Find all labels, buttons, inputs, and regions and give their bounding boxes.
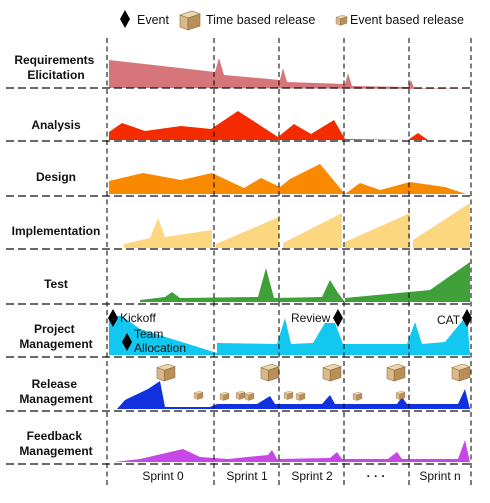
grid-lines [6, 38, 472, 485]
row-label-design: Design [36, 170, 76, 184]
time-release-crate [451, 363, 471, 382]
event-release-crate [219, 391, 230, 401]
time-release-crate [386, 363, 406, 382]
phase-areas [109, 58, 470, 462]
legend: Event Time based release Event based rel… [120, 10, 464, 31]
cat-label: CAT [437, 313, 461, 327]
area-requirements [109, 58, 468, 89]
area-feedback-management [114, 440, 470, 462]
legend-event-release: Event based release [350, 13, 464, 27]
area-test [140, 262, 470, 302]
event-diamond-icon [122, 333, 132, 351]
area-design [109, 164, 466, 194]
row-label-requirements: Requirements Elicitation [14, 53, 97, 82]
legend-time-release: Time based release [206, 13, 315, 27]
kickoff-label: Kickoff [120, 311, 156, 325]
time-release-crate [322, 363, 342, 382]
row-labels: Requirements Elicitation Analysis Design… [12, 53, 101, 458]
event-release-crate [352, 391, 363, 401]
event-release-crate [193, 390, 204, 400]
time-based-release-crate-icon [179, 10, 201, 31]
sprint-label-2: Sprint 2 [291, 469, 333, 483]
event-release-crate [295, 391, 306, 401]
team-allocation-label: Team Allocation [134, 327, 186, 355]
time-release-crate [260, 363, 280, 382]
event-based-release-crate-icon [335, 14, 348, 26]
event-release-crate [244, 391, 255, 401]
event-release-crate [283, 390, 294, 400]
review-label: Review [291, 311, 331, 325]
sprint-labels: Sprint 0 Sprint 1 Sprint 2 · · · Sprint … [142, 469, 460, 483]
area-project-management [109, 315, 470, 355]
event-annotations: Kickoff Team Allocation Review CAT [108, 309, 472, 355]
sprint-label-0: Sprint 0 [142, 469, 184, 483]
row-label-implementation: Implementation [12, 224, 101, 238]
area-analysis [109, 111, 466, 140]
release-crates [156, 363, 471, 401]
time-release-crate [156, 363, 176, 382]
row-label-release-management: Release Management [19, 377, 92, 406]
sprint-label-n: Sprint n [419, 469, 460, 483]
area-implementation [124, 203, 470, 248]
event-diamond-icon [120, 10, 130, 28]
area-release-management [117, 381, 470, 409]
row-label-analysis: Analysis [31, 118, 81, 132]
row-label-project-management: Project Management [19, 322, 92, 351]
event-diamond-icon [108, 309, 118, 327]
event-diamond-icon [462, 309, 472, 327]
row-label-test: Test [44, 277, 68, 291]
event-release-crate [395, 390, 406, 400]
sprint-label-1: Sprint 1 [226, 469, 268, 483]
row-label-feedback-management: Feedback Management [19, 429, 92, 458]
legend-event: Event [137, 13, 169, 27]
event-diamond-icon [333, 309, 343, 327]
sprint-label-ellipsis: · · · [367, 469, 386, 483]
event-release-crate [235, 390, 246, 400]
